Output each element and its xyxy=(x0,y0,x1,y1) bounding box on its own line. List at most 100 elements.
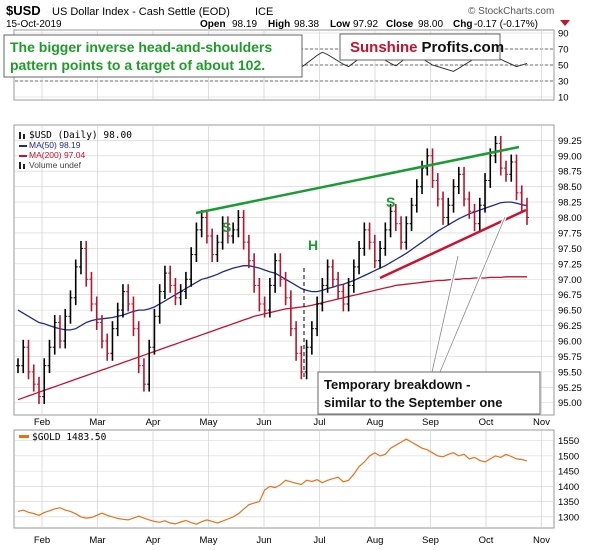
chg-value: -0.17 (-0.17%) xyxy=(474,19,538,30)
price-x-tick-label: May xyxy=(200,417,218,428)
high-value: 98.38 xyxy=(294,19,319,30)
ma50-line xyxy=(17,201,528,331)
gold-tick-labels: 1550 1500 1450 1400 1350 1300 xyxy=(558,436,579,523)
price-x-tick-label: Oct xyxy=(479,417,494,428)
gold-tick-label: 1300 xyxy=(558,512,579,523)
legend-swatch xyxy=(23,164,25,169)
price-x-tick-label: Mar xyxy=(89,417,105,428)
price-tick-label: 96.75 xyxy=(558,290,582,301)
price-grid xyxy=(15,140,553,404)
price-legend-label: Volume undef xyxy=(29,160,82,170)
brand-part2: Profits.com xyxy=(422,39,505,56)
price-tick-label: 96.25 xyxy=(558,321,582,332)
price-x-tick-label: Jun xyxy=(256,417,271,428)
gold-x-tick-label: Jun xyxy=(256,535,271,546)
callout-line2: similar to the September one xyxy=(324,395,502,410)
price-tick-label: 99.25 xyxy=(558,136,582,147)
price-legend-label: $USD (Daily) 98.00 xyxy=(29,130,132,141)
ma200-series xyxy=(17,276,527,401)
price-tick-label: 95.75 xyxy=(558,352,582,363)
rsi-tick-label: 70 xyxy=(558,45,569,56)
label-right-shoulder: S xyxy=(386,194,395,210)
gold-x-tick-label: Aug xyxy=(367,535,384,546)
price-tick-label: 99.00 xyxy=(558,151,582,162)
gold-panel-frame xyxy=(13,429,555,529)
gold-tick-label: 1400 xyxy=(558,482,579,493)
rsi-tick-label: 90 xyxy=(558,29,569,40)
headline-line1: The bigger inverse head-and-shoulders xyxy=(10,39,272,55)
headline-line2: pattern points to a target of about 102. xyxy=(10,57,265,73)
price-tick-label: 97.25 xyxy=(558,259,582,270)
price-x-tick-label: Sep xyxy=(422,417,439,428)
watermark: © StockCharts.com xyxy=(468,6,554,17)
legend-swatch xyxy=(23,134,25,139)
headline-box xyxy=(3,34,303,78)
price-tick-label: 98.75 xyxy=(558,167,582,178)
gold-x-tick-label: Oct xyxy=(479,535,494,546)
brand-part1: Sunshine xyxy=(350,39,418,56)
gold-x-tick-label: Jul xyxy=(313,535,325,546)
rsi-tick-labels: 90 70 50 30 10 xyxy=(558,29,569,104)
price-tick-label: 96.50 xyxy=(558,306,582,317)
price-x-tick-label: Jul xyxy=(313,417,325,428)
price-tick-label: 95.25 xyxy=(558,383,582,394)
label-head: H xyxy=(308,237,318,253)
callout-line1: Temporary breakdown - xyxy=(324,377,470,392)
legend-swatch xyxy=(19,155,27,157)
close-label: Close xyxy=(386,19,414,30)
price-panel-frame xyxy=(13,124,555,416)
exchange-label: ICE xyxy=(255,6,273,18)
price-x-tick-label: Feb xyxy=(34,417,50,428)
brand-box xyxy=(339,33,501,61)
price-x-tick-label: Aug xyxy=(367,417,384,428)
green-neckline xyxy=(195,145,520,215)
gold-x-tick-label: Mar xyxy=(89,535,105,546)
gold-x-tick-label: Apr xyxy=(146,535,161,546)
rsi-tick-label: 10 xyxy=(558,93,569,104)
callout-arrow-2-edge xyxy=(439,216,506,373)
price-x-tick-label: Apr xyxy=(146,417,161,428)
callout-box xyxy=(317,371,541,415)
gold-x-tick-label: May xyxy=(200,535,218,546)
price-tick-label: 98.25 xyxy=(558,198,582,209)
legend-swatch xyxy=(19,145,27,147)
gold-legend-swatch xyxy=(19,435,29,438)
gold-x-tick-label: Feb xyxy=(34,535,50,546)
gold-grid xyxy=(15,440,553,518)
gold-tick-label: 1350 xyxy=(558,497,579,508)
price-tick-label: 98.00 xyxy=(558,213,582,224)
legend-swatch xyxy=(19,162,21,169)
gold-x-tick-label: Nov xyxy=(533,535,550,546)
ma50-series xyxy=(17,201,528,331)
instrument-name: US Dollar Index - Cash Settle (EOD) xyxy=(52,6,230,18)
gold-line xyxy=(17,438,528,525)
price-tick-label: 98.50 xyxy=(558,182,582,193)
high-label: High xyxy=(268,19,290,30)
price-x-tick-label: Nov xyxy=(533,417,550,428)
legend-swatch xyxy=(19,132,21,139)
rsi-tick-label: 50 xyxy=(558,61,569,72)
open-value: 98.19 xyxy=(232,19,257,30)
gold-tick-label: 1450 xyxy=(558,467,579,478)
x-axis-tick-labels: Feb Feb Mar Mar Apr Apr May May Jun Jun Jul Jul Aug A… xyxy=(34,417,550,546)
gold-tick-label: 1550 xyxy=(558,436,579,447)
gold-series xyxy=(17,438,528,525)
gold-panel-title: $GOLD 1483.50 xyxy=(32,432,107,443)
price-tick-label: 95.00 xyxy=(558,398,582,409)
label-left-shoulder: S xyxy=(222,219,231,235)
price-tick-label: 97.50 xyxy=(558,244,582,255)
callout-arrow-1-edge xyxy=(431,255,459,373)
chart-date: 15-Oct-2019 xyxy=(6,19,62,30)
low-value: 97.92 xyxy=(353,19,378,30)
chg-label: Chg xyxy=(453,19,472,30)
price-tick-label: 97.00 xyxy=(558,275,582,286)
close-value: 98.00 xyxy=(418,19,443,30)
rsi-tick-label: 30 xyxy=(558,77,569,88)
open-label: Open xyxy=(200,19,226,30)
price-legend-label: MA(50) 98.19 xyxy=(29,140,81,150)
symbol-title: $USD xyxy=(6,3,41,18)
price-tick-label: 96.00 xyxy=(558,337,582,348)
price-bars xyxy=(16,136,529,404)
